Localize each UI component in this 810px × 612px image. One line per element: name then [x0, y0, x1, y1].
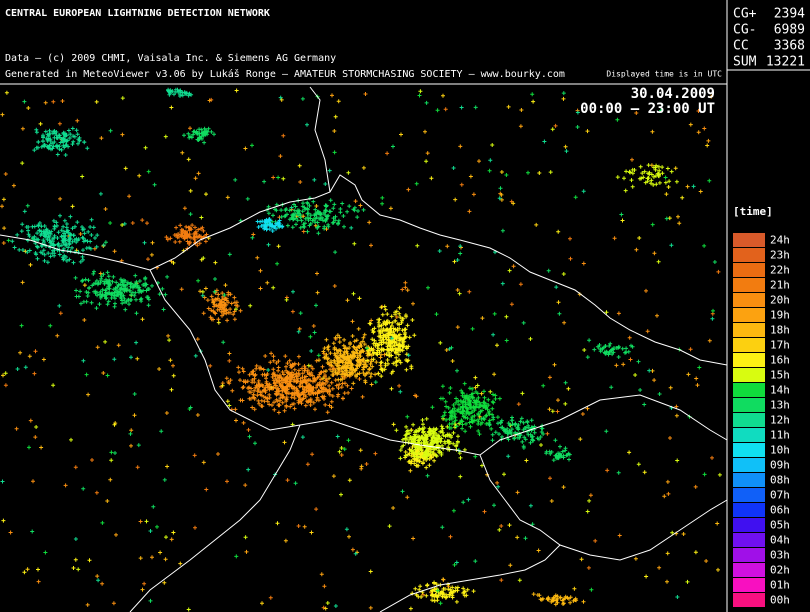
legend-label: 12h — [770, 414, 790, 427]
time-range: 00:00 – 23:00 UT — [580, 101, 715, 117]
generator-credit: Generated in MeteoViewer v3.06 by Lukáš … — [5, 68, 565, 80]
legend-label: 22h — [770, 264, 790, 277]
date: 30.04.2009 — [631, 86, 715, 102]
legend-swatch — [733, 533, 765, 547]
legend-swatch — [733, 308, 765, 322]
strike-layer — [0, 87, 722, 612]
legend-swatch — [733, 458, 765, 472]
legend-swatch — [733, 428, 765, 442]
stat-value: 13221 — [766, 55, 805, 70]
legend-label: 09h — [770, 459, 790, 472]
legend-label: 15h — [770, 369, 790, 382]
legend-swatch — [733, 383, 765, 397]
lightning-strikes — [1, 92, 707, 606]
legend-swatch — [733, 293, 765, 307]
legend: 24h 23h 22h 21h 20h 19h 18h 17h 16h 15h 14h 13h 12h 1… — [733, 233, 790, 607]
legend-label: 08h — [770, 474, 790, 487]
legend-swatch — [733, 263, 765, 277]
legend-label: 11h — [770, 429, 790, 442]
legend-swatch — [733, 338, 765, 352]
legend-swatch — [733, 278, 765, 292]
legend-label: 00h — [770, 594, 790, 607]
border — [129, 424, 301, 612]
stats: CG+ 2394 CG- 6989 CC 3368 SUM 13221 — [733, 7, 805, 70]
legend-swatch — [733, 563, 765, 577]
legend-label: 07h — [770, 489, 790, 502]
lightning-strikes — [0, 93, 714, 610]
legend-label: 19h — [770, 309, 790, 322]
lightning-strikes — [6, 92, 715, 606]
stat-value: 3368 — [774, 39, 805, 54]
border — [309, 86, 331, 193]
legend-label: 10h — [770, 444, 790, 457]
legend-swatch — [733, 578, 765, 592]
stat-label: SUM — [733, 55, 757, 70]
legend-label: 01h — [770, 579, 790, 592]
legend-title: [time] — [733, 205, 773, 218]
legend-label: 02h — [770, 564, 790, 577]
legend-swatch — [733, 593, 765, 607]
legend-label: 17h — [770, 339, 790, 352]
data-credit: Data – (c) 2009 CHMI, Vaisala Inc. & Sie… — [5, 53, 336, 64]
stat-value: 6989 — [774, 23, 805, 38]
lightning-strikes — [3, 89, 722, 612]
lightning-strikes — [0, 87, 715, 608]
border — [479, 454, 728, 561]
border — [379, 544, 561, 612]
legend-label: 14h — [770, 384, 790, 397]
legend-swatch — [733, 503, 765, 517]
border — [149, 174, 728, 366]
stat-label: CG- — [733, 23, 756, 38]
lightning-strikes — [255, 217, 285, 233]
legend-label: 03h — [770, 549, 790, 562]
stat-label: CG+ — [733, 7, 757, 22]
title: CENTRAL EUROPEAN LIGHTNING DETECTION NET… — [5, 8, 270, 19]
legend-swatch — [733, 323, 765, 337]
legend-label: 06h — [770, 504, 790, 517]
legend-swatch — [733, 233, 765, 247]
lightning-strikes — [0, 108, 720, 607]
legend-label: 20h — [770, 294, 790, 307]
legend-label: 04h — [770, 534, 790, 547]
legend-label: 21h — [770, 279, 790, 292]
legend-swatch — [733, 443, 765, 457]
legend-swatch — [733, 488, 765, 502]
legend-swatch — [733, 518, 765, 532]
legend-swatch — [733, 248, 765, 262]
legend-label: 05h — [770, 519, 790, 532]
legend-swatch — [733, 413, 765, 427]
legend-label: 18h — [770, 324, 790, 337]
lightning-strikes — [22, 91, 717, 603]
legend-label: 16h — [770, 354, 790, 367]
border — [0, 234, 151, 271]
border — [149, 269, 728, 456]
legend-swatch — [733, 398, 765, 412]
legend-swatch — [733, 368, 765, 382]
borders — [0, 86, 728, 612]
legend-swatch — [733, 473, 765, 487]
legend-label: 13h — [770, 399, 790, 412]
stat-label: CC — [733, 39, 749, 54]
legend-swatch — [733, 353, 765, 367]
legend-swatch — [733, 548, 765, 562]
time-note: Displayed time is in UTC — [606, 70, 722, 79]
legend-label: 23h — [770, 249, 790, 262]
stat-value: 2394 — [774, 7, 805, 22]
legend-label: 24h — [770, 234, 790, 247]
